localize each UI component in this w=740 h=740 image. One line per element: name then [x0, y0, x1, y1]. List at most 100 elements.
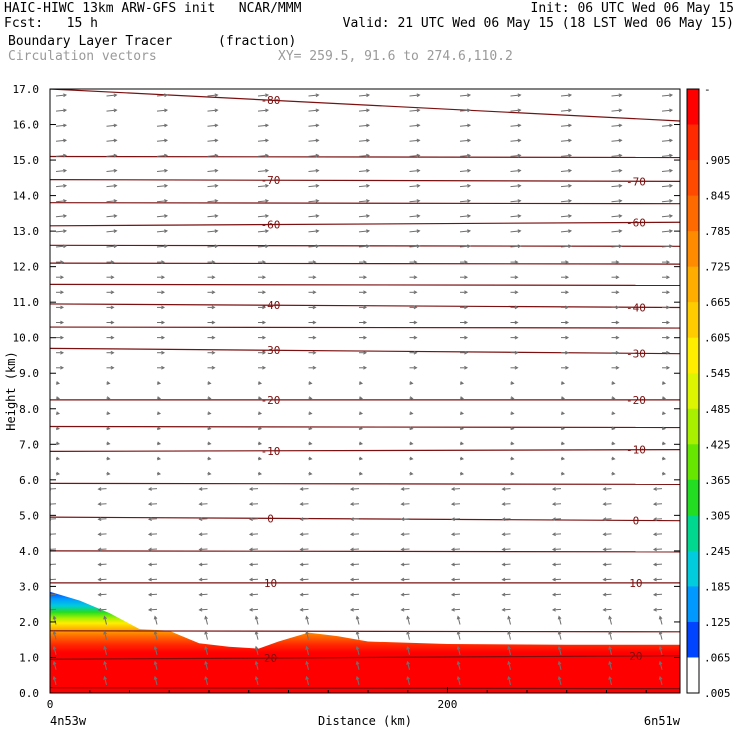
circulation-vector — [409, 260, 418, 264]
circulation-vector — [106, 244, 118, 249]
colorbar-swatch — [687, 550, 699, 587]
circulation-vector — [258, 365, 267, 370]
colorbar-label: .845 — [704, 190, 731, 203]
circulation-vector — [652, 607, 663, 612]
tracer-field — [50, 591, 680, 693]
circulation-vector — [507, 675, 511, 686]
isotherm-line — [50, 655, 680, 660]
colorbar-swatch — [687, 195, 699, 232]
circulation-vector — [308, 214, 320, 218]
circulation-vector — [50, 502, 57, 506]
field-units: (fraction) — [218, 34, 297, 49]
circulation-vector — [409, 320, 418, 325]
isotherm-line — [50, 482, 680, 485]
circulation-vector — [409, 441, 414, 446]
circulation-vector — [560, 199, 573, 203]
circulation-vector — [55, 244, 68, 249]
circulation-vector — [254, 660, 259, 670]
circulation-vector — [510, 214, 522, 218]
circulation-vector — [157, 350, 166, 355]
circulation-vector — [106, 320, 115, 325]
circulation-vector — [156, 396, 162, 400]
circulation-vector — [97, 562, 107, 567]
circulation-vector — [55, 214, 68, 218]
circulation-vector — [97, 502, 107, 506]
circulation-vector — [409, 305, 418, 310]
circulation-vector — [97, 487, 107, 491]
circulation-vector — [106, 365, 115, 370]
circulation-vector — [349, 487, 360, 491]
circulation-vector — [257, 471, 263, 476]
circulation-vector — [406, 675, 410, 686]
colorbar-label: .005 — [704, 687, 731, 700]
circulation-vector — [551, 577, 562, 582]
circulation-vector — [198, 547, 208, 552]
circulation-vector — [456, 630, 461, 640]
circulation-vector — [658, 660, 663, 670]
circulation-vector — [510, 305, 519, 310]
circulation-vector — [156, 168, 169, 173]
circulation-vector — [400, 502, 410, 506]
circulation-vector — [204, 630, 208, 640]
colorbar-label: .065 — [704, 651, 731, 664]
circulation-vector — [358, 396, 364, 400]
circulation-vector — [207, 471, 212, 476]
circulation-vector — [507, 615, 511, 625]
circulation-vector — [55, 396, 61, 400]
circulation-vector — [157, 260, 166, 264]
circulation-vector — [409, 183, 421, 188]
circulation-vector — [358, 456, 364, 461]
x-right-endpoint-label: 6n51w — [644, 714, 681, 728]
colorbar-label: .245 — [704, 545, 731, 558]
circulation-vector — [308, 260, 317, 264]
circulation-vector — [52, 645, 57, 655]
circulation-vector — [106, 426, 111, 431]
colorbar-label: - — [704, 83, 711, 96]
circulation-vector — [551, 562, 562, 567]
circulation-vector — [409, 214, 421, 218]
circulation-vector — [661, 153, 674, 158]
circulation-vector — [147, 592, 158, 597]
circulation-vector — [602, 502, 612, 506]
colorbar-swatch — [687, 124, 699, 161]
colorbar-swatch — [687, 231, 699, 268]
circulation-vector — [409, 471, 414, 476]
circulation-vector — [305, 675, 309, 686]
circulation-vector — [207, 350, 216, 355]
circulation-vector — [55, 138, 68, 143]
circulation-vector — [501, 517, 511, 522]
circulation-vector — [406, 660, 410, 670]
isotherm-label: 0 — [267, 512, 274, 525]
y-tick-label: 11.0 — [13, 296, 40, 309]
circulation-vector — [156, 108, 169, 113]
circulation-vector — [459, 214, 472, 218]
circulation-vector — [406, 615, 410, 625]
circulation-vector — [459, 138, 472, 143]
circulation-vector — [460, 290, 469, 295]
circulation-vector — [204, 645, 208, 655]
circulation-vector — [560, 381, 566, 385]
circulation-vector — [55, 471, 61, 476]
circulation-vector — [157, 305, 166, 310]
x-axis-label: Distance (km) — [318, 714, 412, 728]
circulation-vector — [349, 562, 360, 567]
circulation-vector — [157, 320, 166, 325]
circulation-vector — [56, 365, 65, 370]
circulation-vector — [207, 396, 212, 400]
circulation-vector — [459, 426, 465, 431]
circulation-vector — [409, 168, 421, 173]
circulation-vector — [198, 487, 208, 491]
circulation-vector — [207, 456, 212, 461]
circulation-vector — [400, 532, 410, 537]
circulation-vector — [661, 123, 674, 128]
circulation-vector — [611, 320, 620, 325]
circulation-vector — [400, 487, 410, 491]
circulation-vector — [308, 411, 313, 416]
colorbar-swatch — [687, 657, 699, 694]
circulation-vector — [207, 305, 216, 310]
circulation-vector — [551, 592, 562, 597]
colorbar-swatch — [687, 160, 699, 197]
circulation-vector — [561, 260, 570, 264]
circulation-vector — [55, 456, 61, 461]
circulation-vector — [608, 630, 612, 640]
